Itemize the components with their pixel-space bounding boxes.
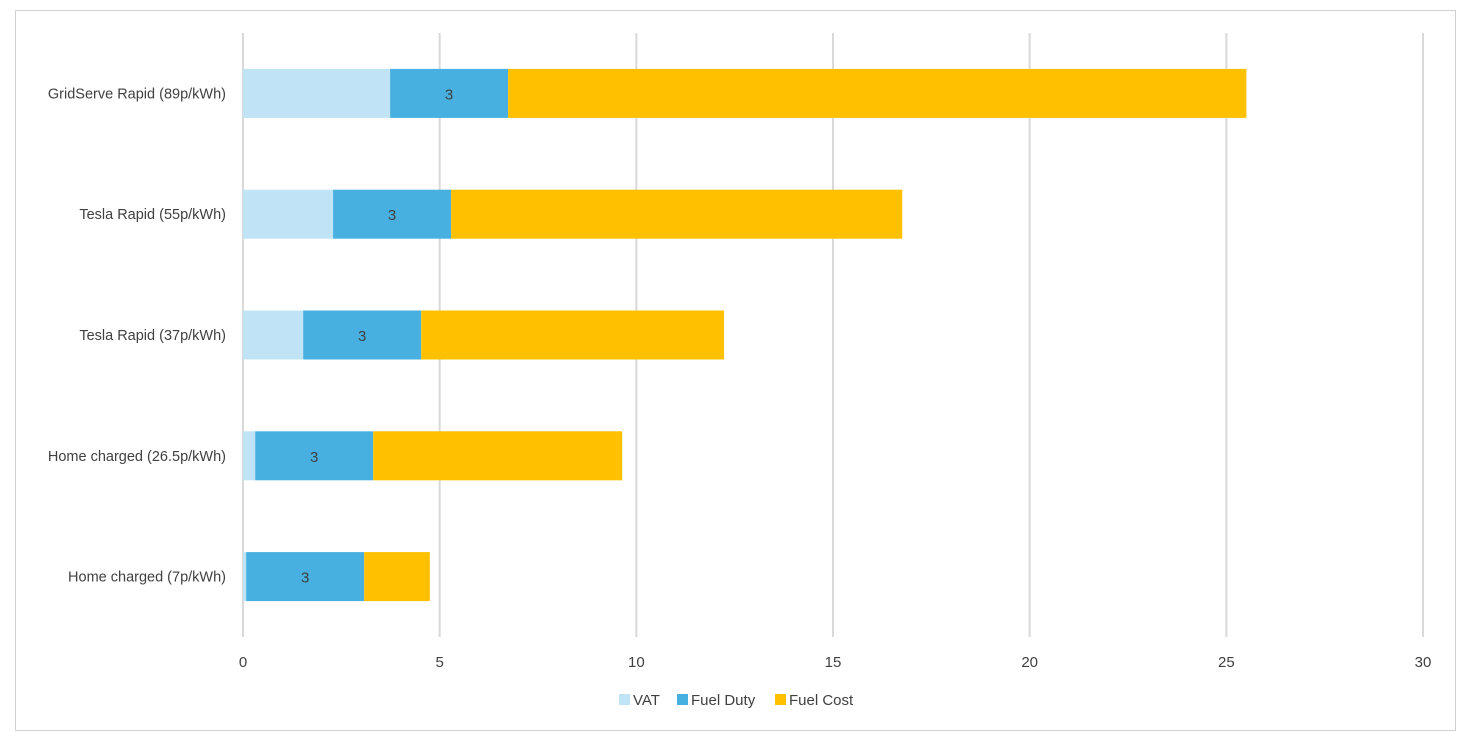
bar-segment-fuel-duty: [246, 552, 365, 602]
x-tick-label: 0: [239, 654, 247, 671]
category-label: Tesla Rapid (37p/kWh): [79, 328, 226, 344]
legend-label: VAT: [633, 692, 660, 709]
bar-segment-vat: [243, 68, 391, 118]
bar-segment-fuel-cost: [508, 68, 1247, 118]
x-tick-label: 30: [1415, 654, 1432, 671]
bar-segment-vat: [243, 431, 256, 481]
bar-segment-fuel-duty: [333, 189, 452, 239]
data-label: 3: [301, 570, 309, 587]
data-label: 3: [445, 86, 453, 103]
x-tick-label: 10: [628, 654, 645, 671]
legend-swatch: [677, 694, 688, 705]
legend-label: Fuel Cost: [789, 692, 854, 709]
data-label: 3: [310, 449, 318, 466]
bar-segment-vat: [243, 310, 304, 360]
category-label: GridServe Rapid (89p/kWh): [48, 86, 226, 102]
x-tick-label: 25: [1218, 654, 1235, 671]
bar-segment-fuel-cost: [373, 431, 623, 481]
bar-segment-fuel-duty: [255, 431, 374, 481]
category-label: Tesla Rapid (55p/kWh): [79, 207, 226, 223]
bar-segment-vat: [243, 189, 334, 239]
bar-segment-fuel-cost: [421, 310, 725, 360]
bar-segment-fuel-duty: [390, 68, 509, 118]
data-label: 3: [388, 207, 396, 224]
category-label: Home charged (7p/kWh): [68, 570, 226, 586]
category-label: Home charged (26.5p/kWh): [48, 449, 226, 465]
bar-segment-fuel-duty: [303, 310, 422, 360]
legend-swatch: [619, 694, 630, 705]
x-tick-label: 15: [825, 654, 842, 671]
data-label: 3: [358, 328, 366, 345]
bar-segment-fuel-cost: [364, 552, 430, 602]
x-tick-label: 5: [435, 654, 443, 671]
bar-segment-fuel-cost: [451, 189, 903, 239]
x-tick-label: 20: [1021, 654, 1038, 671]
bar-segment-vat: [243, 552, 247, 602]
legend-swatch: [775, 694, 786, 705]
legend-label: Fuel Duty: [691, 692, 756, 709]
chart-frame: [15, 10, 1456, 731]
